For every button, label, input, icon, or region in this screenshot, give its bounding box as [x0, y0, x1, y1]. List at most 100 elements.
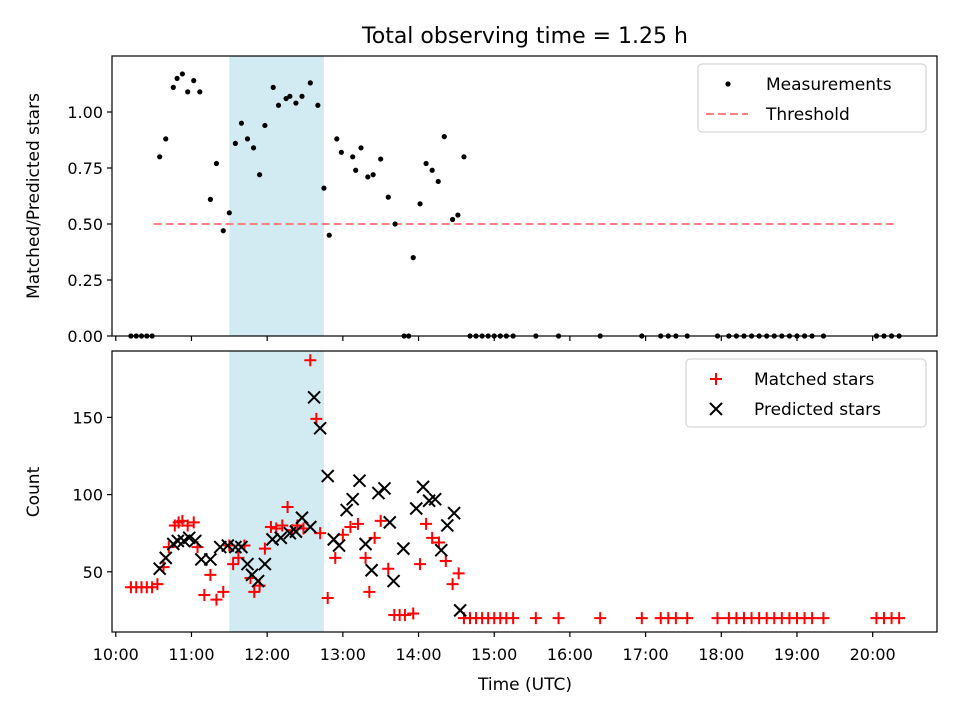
measurement-point [370, 172, 376, 178]
predicted-star-point [171, 534, 185, 548]
x-axis-label: Time (UTC) [477, 675, 572, 695]
bottom-y-tick-label: 50 [83, 563, 103, 582]
predicted-star-point [453, 603, 467, 618]
matched-star-point [248, 585, 261, 598]
matched-star-point [507, 612, 520, 625]
predicted-star-point [371, 486, 386, 500]
measurement-point [293, 100, 299, 106]
measurement-point [307, 80, 313, 86]
measurement-point [338, 149, 344, 155]
predicted-star-point [447, 506, 461, 520]
measurement-point [429, 167, 435, 173]
predicted-star-point [396, 541, 411, 556]
matched-star-point [314, 527, 327, 540]
measurement-point [238, 120, 245, 126]
bottom-x-tick-label: 11:00 [168, 645, 214, 664]
matched-star-point [552, 612, 565, 625]
matched-star-point [198, 588, 211, 601]
predicted-star-point [203, 552, 218, 567]
predicted-star-point [159, 551, 173, 565]
measurement-point [350, 154, 356, 160]
matched-star-point [363, 585, 376, 598]
matched-star-point [635, 612, 648, 625]
top-legend-label: Threshold [765, 105, 850, 125]
measurement-point [423, 160, 429, 167]
measurement-point [256, 172, 263, 178]
measurement-point [326, 232, 332, 238]
matched-star-point [204, 568, 217, 581]
matched-star-point [711, 612, 724, 625]
matched-star-point [382, 562, 395, 575]
bottom-x-tick-label: 16:00 [547, 645, 593, 664]
predicted-star-point [386, 574, 401, 588]
predicted-star-point [383, 515, 397, 530]
matched-star-point [669, 612, 682, 625]
top-observing-window-span [229, 56, 324, 336]
predicted-star-point [274, 531, 288, 545]
predicted-star-point [251, 574, 265, 588]
predicted-star-point [234, 540, 249, 554]
measurement-point [365, 174, 371, 180]
bottom-x-tick-label: 10:00 [93, 645, 139, 664]
matched-star-point [407, 607, 420, 620]
measurement-point [213, 160, 220, 167]
predicted-star-point [313, 421, 327, 435]
measurement-point [220, 228, 226, 234]
predicted-star-point [440, 518, 455, 533]
matched-star-point [151, 578, 164, 591]
measurement-point [191, 78, 197, 84]
matched-star-point [446, 578, 459, 591]
matched-star-point [374, 514, 387, 527]
predicted-star-point [428, 492, 442, 506]
predicted-star-point [339, 503, 354, 517]
predicted-star-point [352, 473, 367, 488]
bottom-y-tick-label: 100 [72, 486, 103, 505]
measurement-point [315, 102, 321, 108]
measurement-point [461, 154, 467, 160]
predicted-star-point [345, 492, 360, 506]
matched-star-point [806, 612, 819, 625]
matched-star-point [398, 609, 411, 622]
matched-star-point [329, 551, 342, 564]
matched-star-point [359, 551, 372, 564]
measurement-point [170, 84, 176, 90]
bottom-x-tick-label: 20:00 [850, 645, 896, 664]
predicted-star-point [307, 390, 321, 405]
bottom-observing-window-span [229, 351, 324, 632]
bottom-axes-frame [111, 350, 938, 633]
matched-star-point [264, 521, 277, 534]
predicted-star-point [434, 543, 448, 557]
measurement-point [455, 212, 461, 218]
top-legend: Measurements Threshold [697, 63, 927, 133]
matched-star-point [217, 585, 230, 598]
matched-star-point [452, 567, 465, 580]
top-y-axis-label: Matched/Predicted stars [24, 93, 44, 299]
measurement-point [299, 93, 305, 99]
predicted-star-point [321, 469, 335, 483]
measurement-point [441, 134, 447, 140]
bottom-x-tick-label: 13:00 [320, 645, 366, 664]
measurement-point [163, 136, 169, 142]
chart-title: Total observing time = 1.25 h [361, 24, 688, 49]
measurement-point [392, 221, 398, 227]
predicted-star-point [358, 537, 373, 551]
predicted-star-point [409, 501, 423, 516]
top-y-tick-label: 1.00 [67, 103, 103, 122]
top-y-tick-label: 0.50 [67, 215, 103, 234]
matched-star-point [420, 517, 433, 530]
predicted-star-point [364, 563, 379, 577]
measurement-point [185, 89, 191, 95]
bottom-series-1 [152, 390, 467, 618]
measurement-point [270, 84, 276, 90]
measurement-point [378, 156, 384, 162]
legend-measurements-marker [725, 81, 731, 87]
top-panel: 0.00 0.25 0.50 0.75 1.00 Measurements Threshol… [67, 55, 938, 346]
matched-star-point [681, 612, 694, 625]
predicted-star-point [289, 524, 303, 539]
measurement-point [179, 71, 185, 77]
legend-matched-marker [710, 373, 722, 385]
top-y-tick-label: 0.75 [67, 159, 103, 178]
matched-star-point [321, 592, 334, 605]
predicted-star-point [416, 480, 430, 494]
measurement-point [197, 89, 203, 95]
